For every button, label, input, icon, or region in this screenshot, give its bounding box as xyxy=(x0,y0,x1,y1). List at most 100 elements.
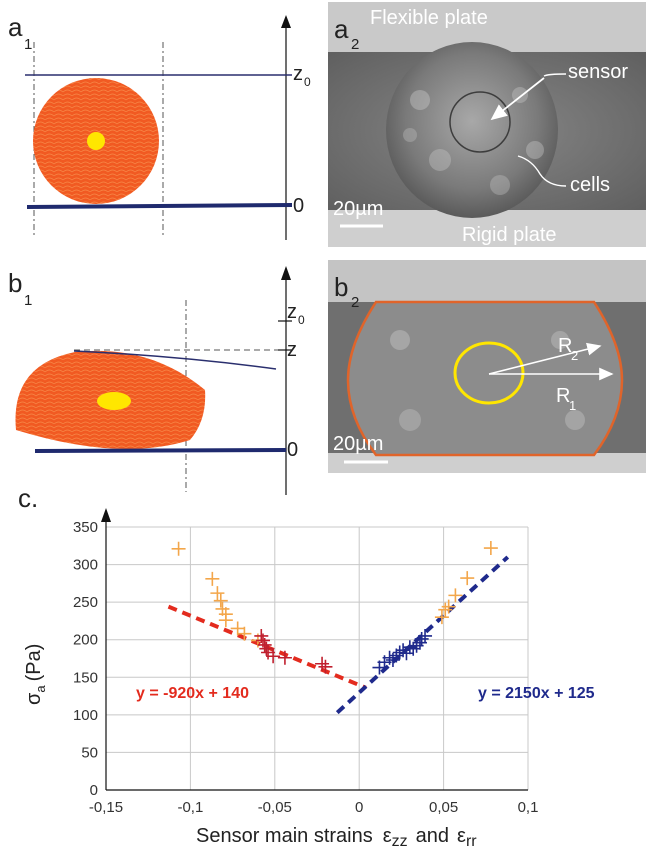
sensor-pointer xyxy=(490,77,545,121)
x-tick-label: -0,1 xyxy=(177,799,203,816)
label-r2-sub: 2 xyxy=(571,348,578,363)
label-z0-b1: z xyxy=(287,301,297,323)
data-point xyxy=(205,571,220,586)
data-point xyxy=(257,637,272,652)
label-cells: cells xyxy=(570,174,610,196)
cell-aggregate-photo-b2 xyxy=(348,302,622,455)
label-flexible-plate: Flexible plate xyxy=(370,7,488,29)
label-r2: R xyxy=(558,335,572,357)
panel-a2: Flexible plate Rigid plate sensor cells … xyxy=(328,2,646,247)
data-point xyxy=(171,541,186,556)
data-point xyxy=(418,628,433,643)
chart-ticks: 0 50 100 150 200 250 300 350 -0,15 -0,1 -0,05 0 0,05… xyxy=(73,519,538,816)
data-point xyxy=(460,571,475,586)
data-point xyxy=(318,659,333,674)
y-tick-label: 150 xyxy=(73,669,98,686)
z-axis-a1-arrow xyxy=(281,15,291,28)
label-r1: R xyxy=(556,385,570,407)
x-label-eps-zz: ε xyxy=(383,825,392,847)
data-point xyxy=(406,641,421,656)
data-point xyxy=(277,650,292,665)
cells-pointer xyxy=(517,155,567,187)
sensor-b1 xyxy=(97,392,131,410)
panel-a2-letter: a xyxy=(334,14,349,44)
sensor-outline-a2 xyxy=(449,91,511,153)
chart-fit-lines xyxy=(167,555,510,715)
x-tick-label: 0,05 xyxy=(429,799,458,816)
data-point xyxy=(396,643,411,658)
contour-outline-b2 xyxy=(346,300,624,457)
x-tick-label: 0,1 xyxy=(518,799,539,816)
label-zero-b1: 0 xyxy=(287,439,298,461)
y-axis-label: σa (Pa) xyxy=(23,644,48,705)
flexible-plate-b2 xyxy=(328,260,646,302)
y-tick-label: 100 xyxy=(73,707,98,724)
label-z0-sub-b1: 0 xyxy=(298,313,305,327)
data-point xyxy=(315,656,330,671)
x-axis-label: Sensor main strains εzz and εrr xyxy=(196,825,477,850)
label-scale-a2: 20µm xyxy=(333,198,383,220)
label-z0-sub-a1: 0 xyxy=(304,75,311,89)
x-label-and: and xyxy=(416,825,449,847)
data-point xyxy=(218,613,233,628)
panel-b2-sub: 2 xyxy=(351,294,359,311)
x-label-eps-rr: ε xyxy=(457,825,466,847)
arrow-r2 xyxy=(488,342,602,375)
x-label-rr: rr xyxy=(466,833,477,850)
panel-b1-letter: b xyxy=(8,268,22,298)
label-z-b1: z xyxy=(287,339,297,361)
data-point xyxy=(434,610,449,625)
y-label-unit: (Pa) xyxy=(23,644,45,682)
x-tick-label: 0 xyxy=(355,799,363,816)
bottom-plate-line-b1 xyxy=(34,448,287,453)
flexible-plate-line-b1 xyxy=(73,350,277,370)
x-tick-label: -0,15 xyxy=(89,799,123,816)
fit-line xyxy=(167,604,367,690)
svg-text:σa(Pa): σa (Pa) xyxy=(23,644,48,705)
data-point xyxy=(402,640,417,655)
y-tick-label: 250 xyxy=(73,594,98,611)
panel-b1: b 1 z 0 z 0 xyxy=(8,266,305,495)
data-point xyxy=(448,588,463,603)
label-z0-a1: z xyxy=(293,63,303,85)
data-point xyxy=(414,631,429,646)
bottom-plate-line-a1 xyxy=(26,203,293,209)
data-point xyxy=(237,626,252,641)
fit-line xyxy=(335,555,510,715)
fit-label-red: y = -920x + 140 xyxy=(136,685,249,702)
y-tick-label: 200 xyxy=(73,632,98,649)
x-label-zz: zz xyxy=(392,833,408,850)
panel-b2-letter: b xyxy=(334,272,348,302)
data-point xyxy=(266,649,281,664)
label-r1-sub: 1 xyxy=(569,398,576,413)
label-sensor: sensor xyxy=(568,61,628,83)
data-point xyxy=(483,541,498,556)
y-tick-label: 50 xyxy=(81,744,98,761)
y-axis-arrow xyxy=(101,508,111,522)
sensor-outline-b2 xyxy=(453,341,525,405)
label-rigid-plate: Rigid plate xyxy=(462,224,557,246)
data-point xyxy=(441,599,456,614)
panel-a2-sub: 2 xyxy=(351,36,359,53)
panel-a1: a 1 z 0 0 xyxy=(8,12,311,240)
chart-axes xyxy=(101,508,528,791)
sensor-a1 xyxy=(87,132,105,150)
x-tick-label: -0,05 xyxy=(258,799,292,816)
y-tick-label: 0 xyxy=(90,782,98,799)
data-point xyxy=(438,602,453,617)
label-scale-b2: 20µm xyxy=(333,433,383,455)
y-label-sub: a xyxy=(33,685,48,693)
label-zero-a1: 0 xyxy=(293,195,304,217)
panel-a1-letter: a xyxy=(8,12,23,42)
panel-b2: R 2 R 1 20µm b 2 xyxy=(328,260,646,473)
y-label-sigma: σ xyxy=(23,692,45,705)
y-tick-label: 300 xyxy=(73,557,98,574)
y-tick-label: 350 xyxy=(73,519,98,536)
rigid-plate-b2 xyxy=(328,453,646,473)
x-label-prefix: Sensor main strains xyxy=(196,825,373,847)
fit-label-blue: y = 2150x + 125 xyxy=(478,685,595,702)
z-axis-b1-arrow xyxy=(281,266,291,280)
data-point xyxy=(213,593,228,608)
